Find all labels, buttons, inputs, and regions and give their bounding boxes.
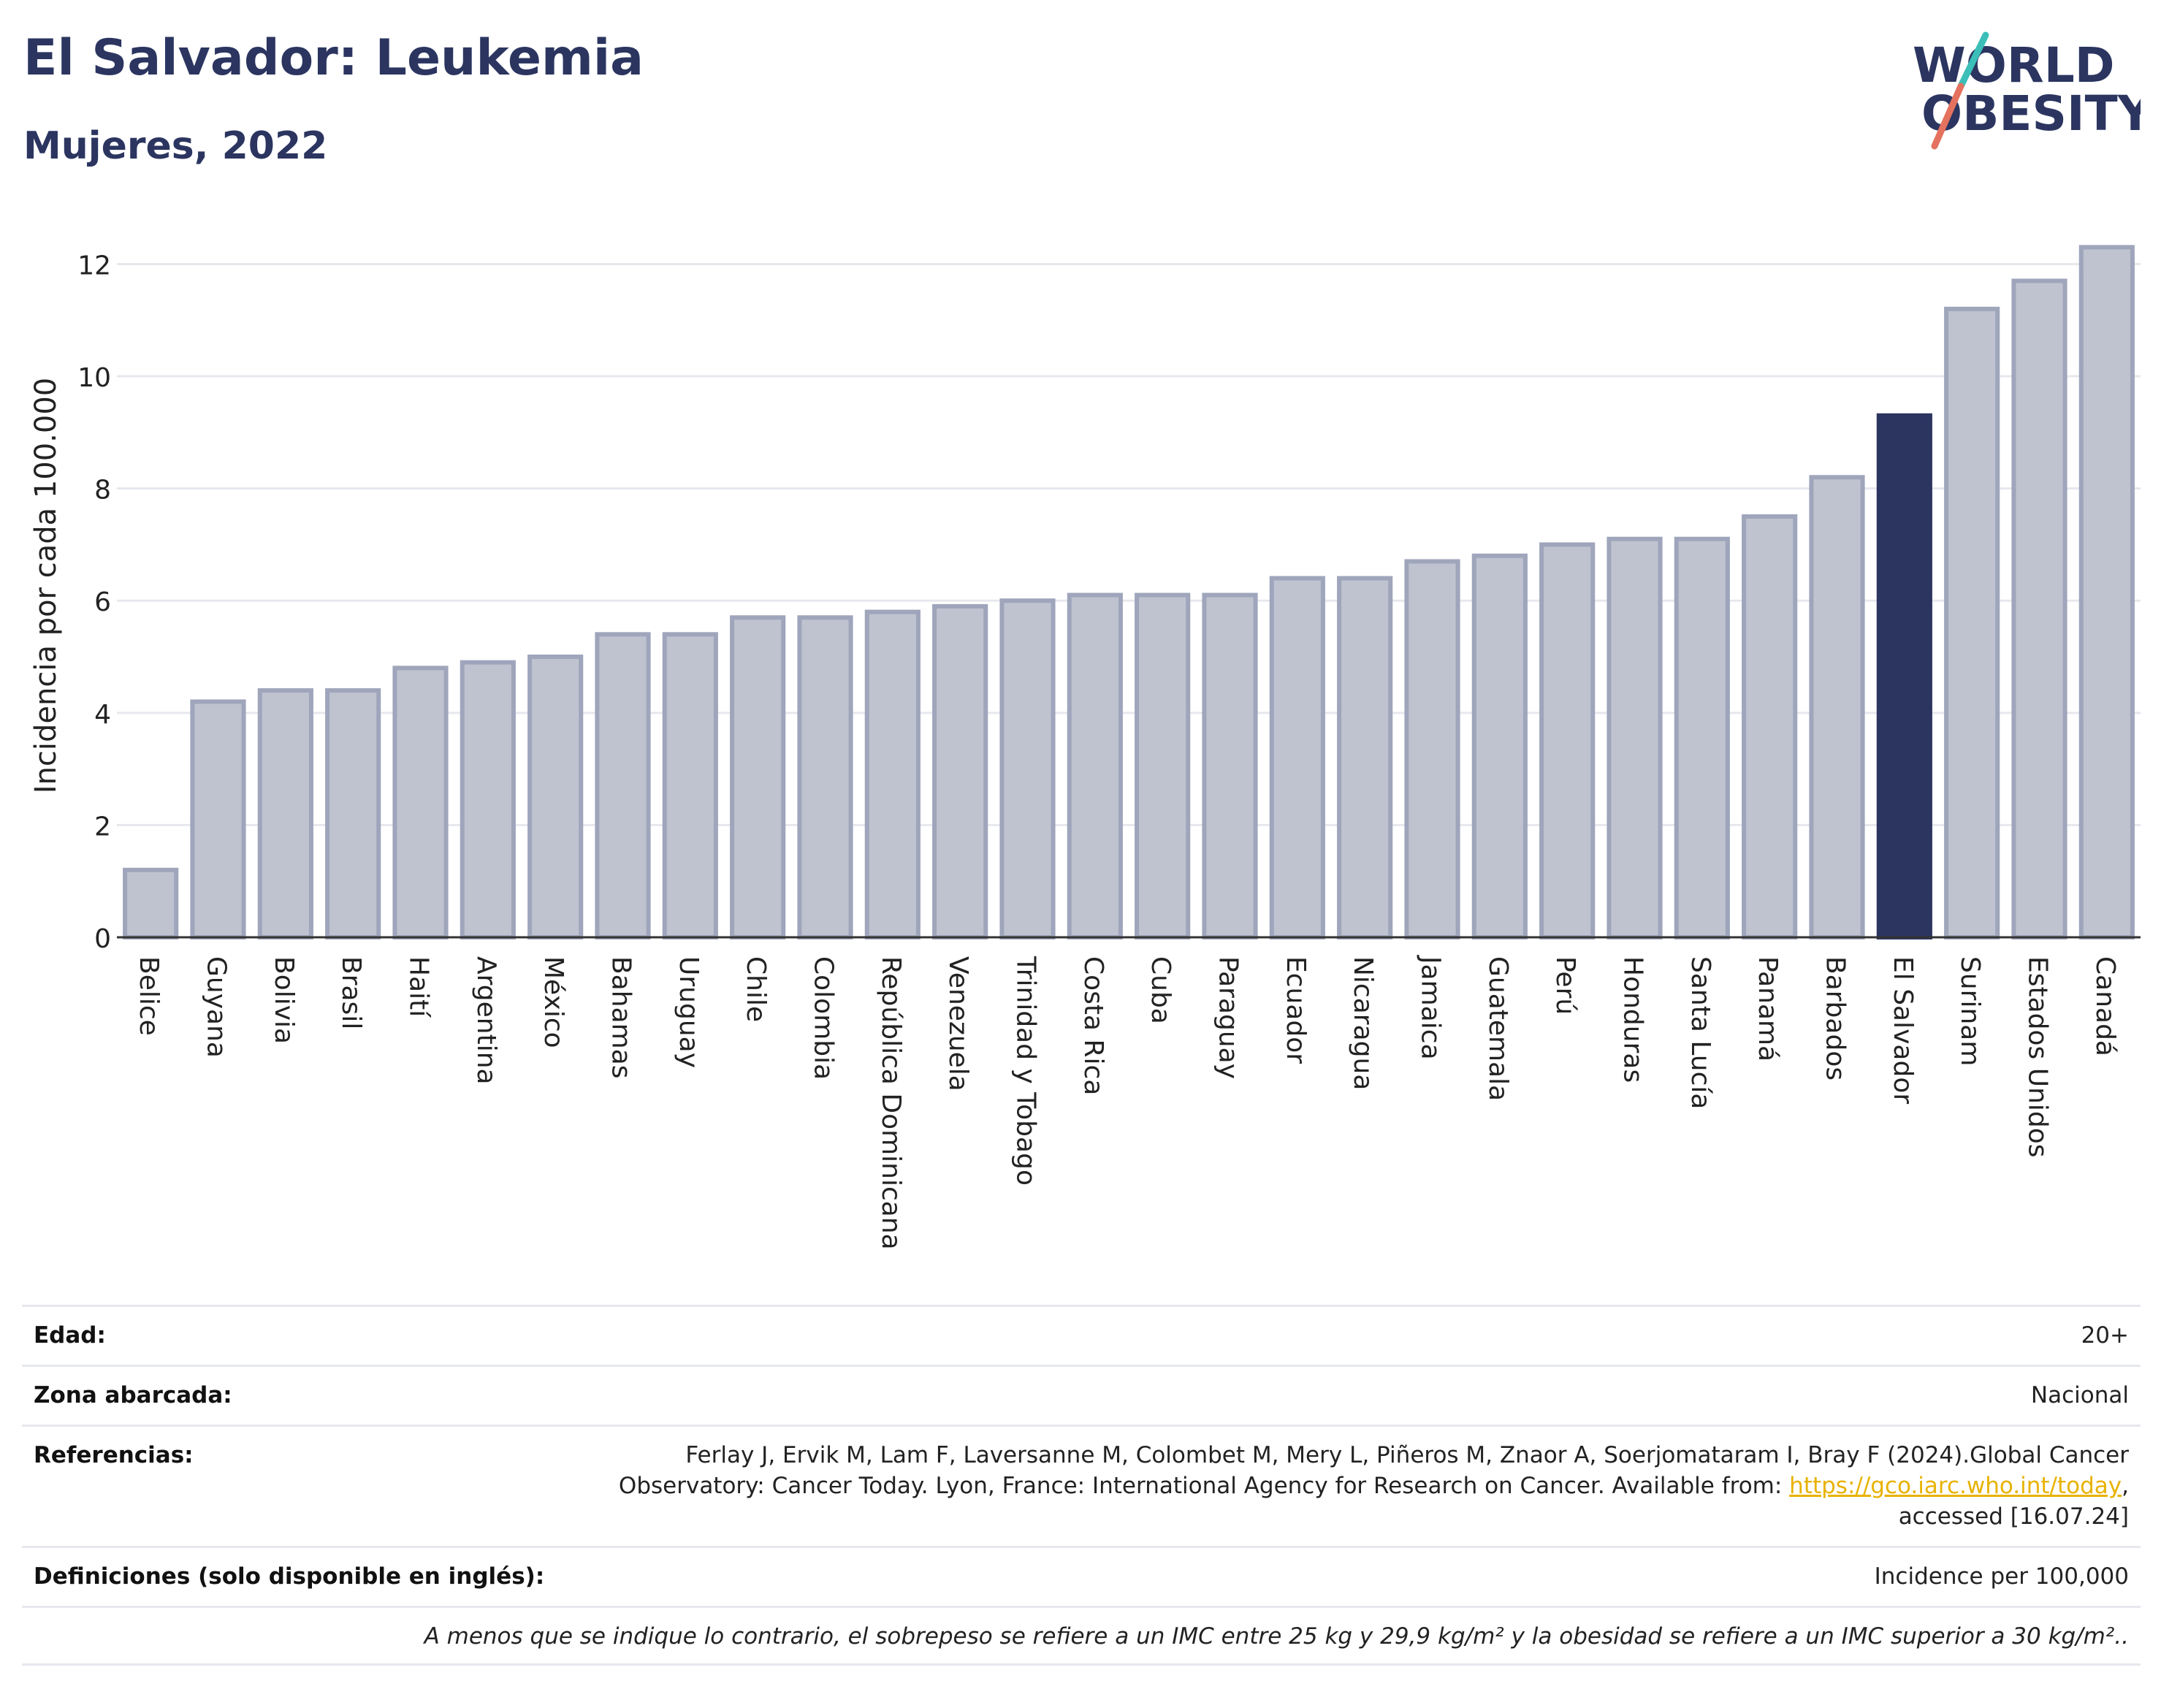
chart-bars	[123, 245, 2135, 939]
bar-república-dominicana	[864, 609, 921, 939]
y-tick-label: 10	[77, 363, 111, 393]
y-axis-ticks: 0 2 4 6 8 10 12	[77, 251, 111, 954]
x-tick-label: Jamaica	[1416, 955, 1446, 1060]
x-tick-label: Estados Unidos	[2023, 956, 2053, 1158]
x-tick-label: Perú	[1550, 956, 1580, 1015]
info-row-edad: Edad: 20+	[22, 1305, 2141, 1365]
bar-uruguay	[662, 632, 718, 939]
x-tick-label: El Salvador	[1888, 956, 1918, 1104]
footnote: A menos que se indique lo contrario, el …	[424, 1623, 2129, 1650]
y-tick-label: 12	[77, 251, 111, 281]
bar-estados-unidos	[2011, 278, 2067, 939]
bar-canadá	[2078, 245, 2135, 939]
logo-slash-teal-icon	[1957, 31, 1989, 90]
ref-link[interactable]: https://gco.iarc.who.int/today	[1789, 1473, 2122, 1499]
page-subtitle: Mujeres, 2022	[23, 124, 328, 168]
ref-line-1: Ferlay J, Ervik M, Lam F, Laversanne M, …	[685, 1442, 2129, 1468]
info-row-definiciones: Definiciones (solo disponible en inglés)…	[22, 1546, 2141, 1606]
logo-slash-coral-icon	[1931, 83, 1964, 150]
world-obesity-logo: WORLD OBESITY	[1913, 31, 2141, 150]
x-tick-label: Barbados	[1821, 956, 1851, 1080]
bar-chart: 0 2 4 6 8 10 12 Belice Guyana Bolivia Brasil Haití…	[29, 245, 2141, 1250]
x-tick-label: Canadá	[2090, 956, 2120, 1056]
bar-surinam	[1944, 306, 2000, 939]
info-row-zona: Zona abarcada: Nacional	[22, 1365, 2141, 1425]
referencias-value: Ferlay J, Ervik M, Lam F, Laversanne M, …	[619, 1440, 2141, 1546]
bar-bolivia	[257, 688, 313, 939]
x-tick-label: Bahamas	[606, 956, 636, 1079]
bar-cuba	[1135, 592, 1191, 939]
y-tick-label: 8	[94, 476, 111, 506]
x-tick-label: Trinidad y Tobago	[1011, 956, 1041, 1186]
x-tick-label: Colombia	[809, 956, 839, 1080]
bar-barbados	[1809, 475, 1865, 939]
bar-honduras	[1607, 536, 1663, 939]
x-tick-label: México	[538, 956, 568, 1048]
logo-line-1: WORLD	[1913, 37, 2115, 94]
zona-value: Nacional	[2030, 1382, 2129, 1408]
bar-costa-rica	[1067, 592, 1123, 939]
x-tick-label: Uruguay	[674, 956, 704, 1068]
bar-bahamas	[595, 632, 651, 939]
bar-brasil	[325, 688, 381, 939]
page-title: El Salvador: Leukemia	[23, 29, 644, 87]
y-tick-label: 0	[94, 924, 111, 954]
x-tick-label: Guyana	[202, 956, 232, 1058]
bar-argentina	[460, 660, 516, 939]
x-tick-label: Surinam	[1955, 956, 1985, 1066]
bar-trinidad-y-tobago	[999, 598, 1056, 939]
y-tick-label: 6	[94, 587, 111, 617]
definiciones-value: Incidence per 100,000	[1874, 1563, 2129, 1590]
bar-haití	[392, 666, 449, 939]
bar-guatemala	[1471, 553, 1528, 939]
info-row-referencias: Referencias: Ferlay J, Ervik M, Lam F, L…	[22, 1425, 2141, 1546]
bar-belice	[123, 867, 179, 939]
zona-label: Zona abarcada:	[34, 1382, 232, 1408]
bar-paraguay	[1202, 592, 1258, 939]
x-tick-label: Chile	[741, 956, 771, 1022]
ref-line-2: Observatory: Cancer Today. Lyon, France:…	[618, 1473, 1790, 1499]
referencias-label: Referencias:	[34, 1442, 194, 1468]
x-tick-label: Guatemala	[1483, 956, 1513, 1101]
bar-venezuela	[932, 603, 988, 939]
y-tick-label: 2	[94, 812, 111, 842]
bar-nicaragua	[1337, 576, 1393, 939]
x-tick-label: Cuba	[1146, 956, 1175, 1024]
bar-perú	[1539, 542, 1596, 939]
x-tick-label: República Dominicana	[876, 956, 906, 1250]
bar-panamá	[1742, 514, 1798, 939]
x-tick-label: Panamá	[1753, 956, 1783, 1061]
bar-guyana	[190, 699, 246, 939]
info-table: Edad: 20+ Zona abarcada: Nacional Refere…	[22, 1305, 2141, 1666]
info-row-note: A menos que se indique lo contrario, el …	[22, 1606, 2141, 1666]
x-tick-label: Belice	[134, 956, 164, 1036]
bar-colombia	[797, 615, 853, 939]
x-tick-label: Argentina	[471, 956, 501, 1085]
y-axis-label: Incidencia por cada 100.000	[29, 378, 63, 794]
bar-ecuador	[1269, 576, 1325, 939]
x-tick-label: Ecuador	[1281, 956, 1311, 1064]
x-tick-label: Brasil	[336, 956, 366, 1029]
x-tick-label: Paraguay	[1213, 956, 1243, 1079]
edad-value: 20+	[2081, 1322, 2129, 1349]
x-axis-ticks: Belice Guyana Bolivia Brasil Haití Argentina M…	[134, 955, 2120, 1250]
bar-chile	[730, 615, 786, 939]
ref-line-2-end: ,	[2122, 1473, 2129, 1499]
bar-santa-lucía	[1674, 536, 1730, 939]
bar-jamaica	[1404, 559, 1460, 939]
x-tick-label: Venezuela	[943, 956, 973, 1091]
x-tick-label: Santa Lucía	[1685, 956, 1715, 1109]
bar-méxico	[527, 655, 584, 939]
x-tick-label: Nicaragua	[1348, 956, 1378, 1090]
x-tick-label: Costa Rica	[1078, 956, 1108, 1095]
definiciones-label: Definiciones (solo disponible en inglés)…	[34, 1563, 545, 1590]
x-tick-label: Bolivia	[269, 956, 299, 1044]
ref-line-3: accessed [16.07.24]	[1898, 1503, 2129, 1530]
x-tick-label: Haití	[404, 956, 434, 1018]
edad-label: Edad:	[34, 1322, 106, 1349]
bar-el-salvador	[1876, 413, 1932, 939]
y-tick-label: 4	[94, 700, 111, 730]
x-tick-label: Honduras	[1618, 956, 1648, 1083]
